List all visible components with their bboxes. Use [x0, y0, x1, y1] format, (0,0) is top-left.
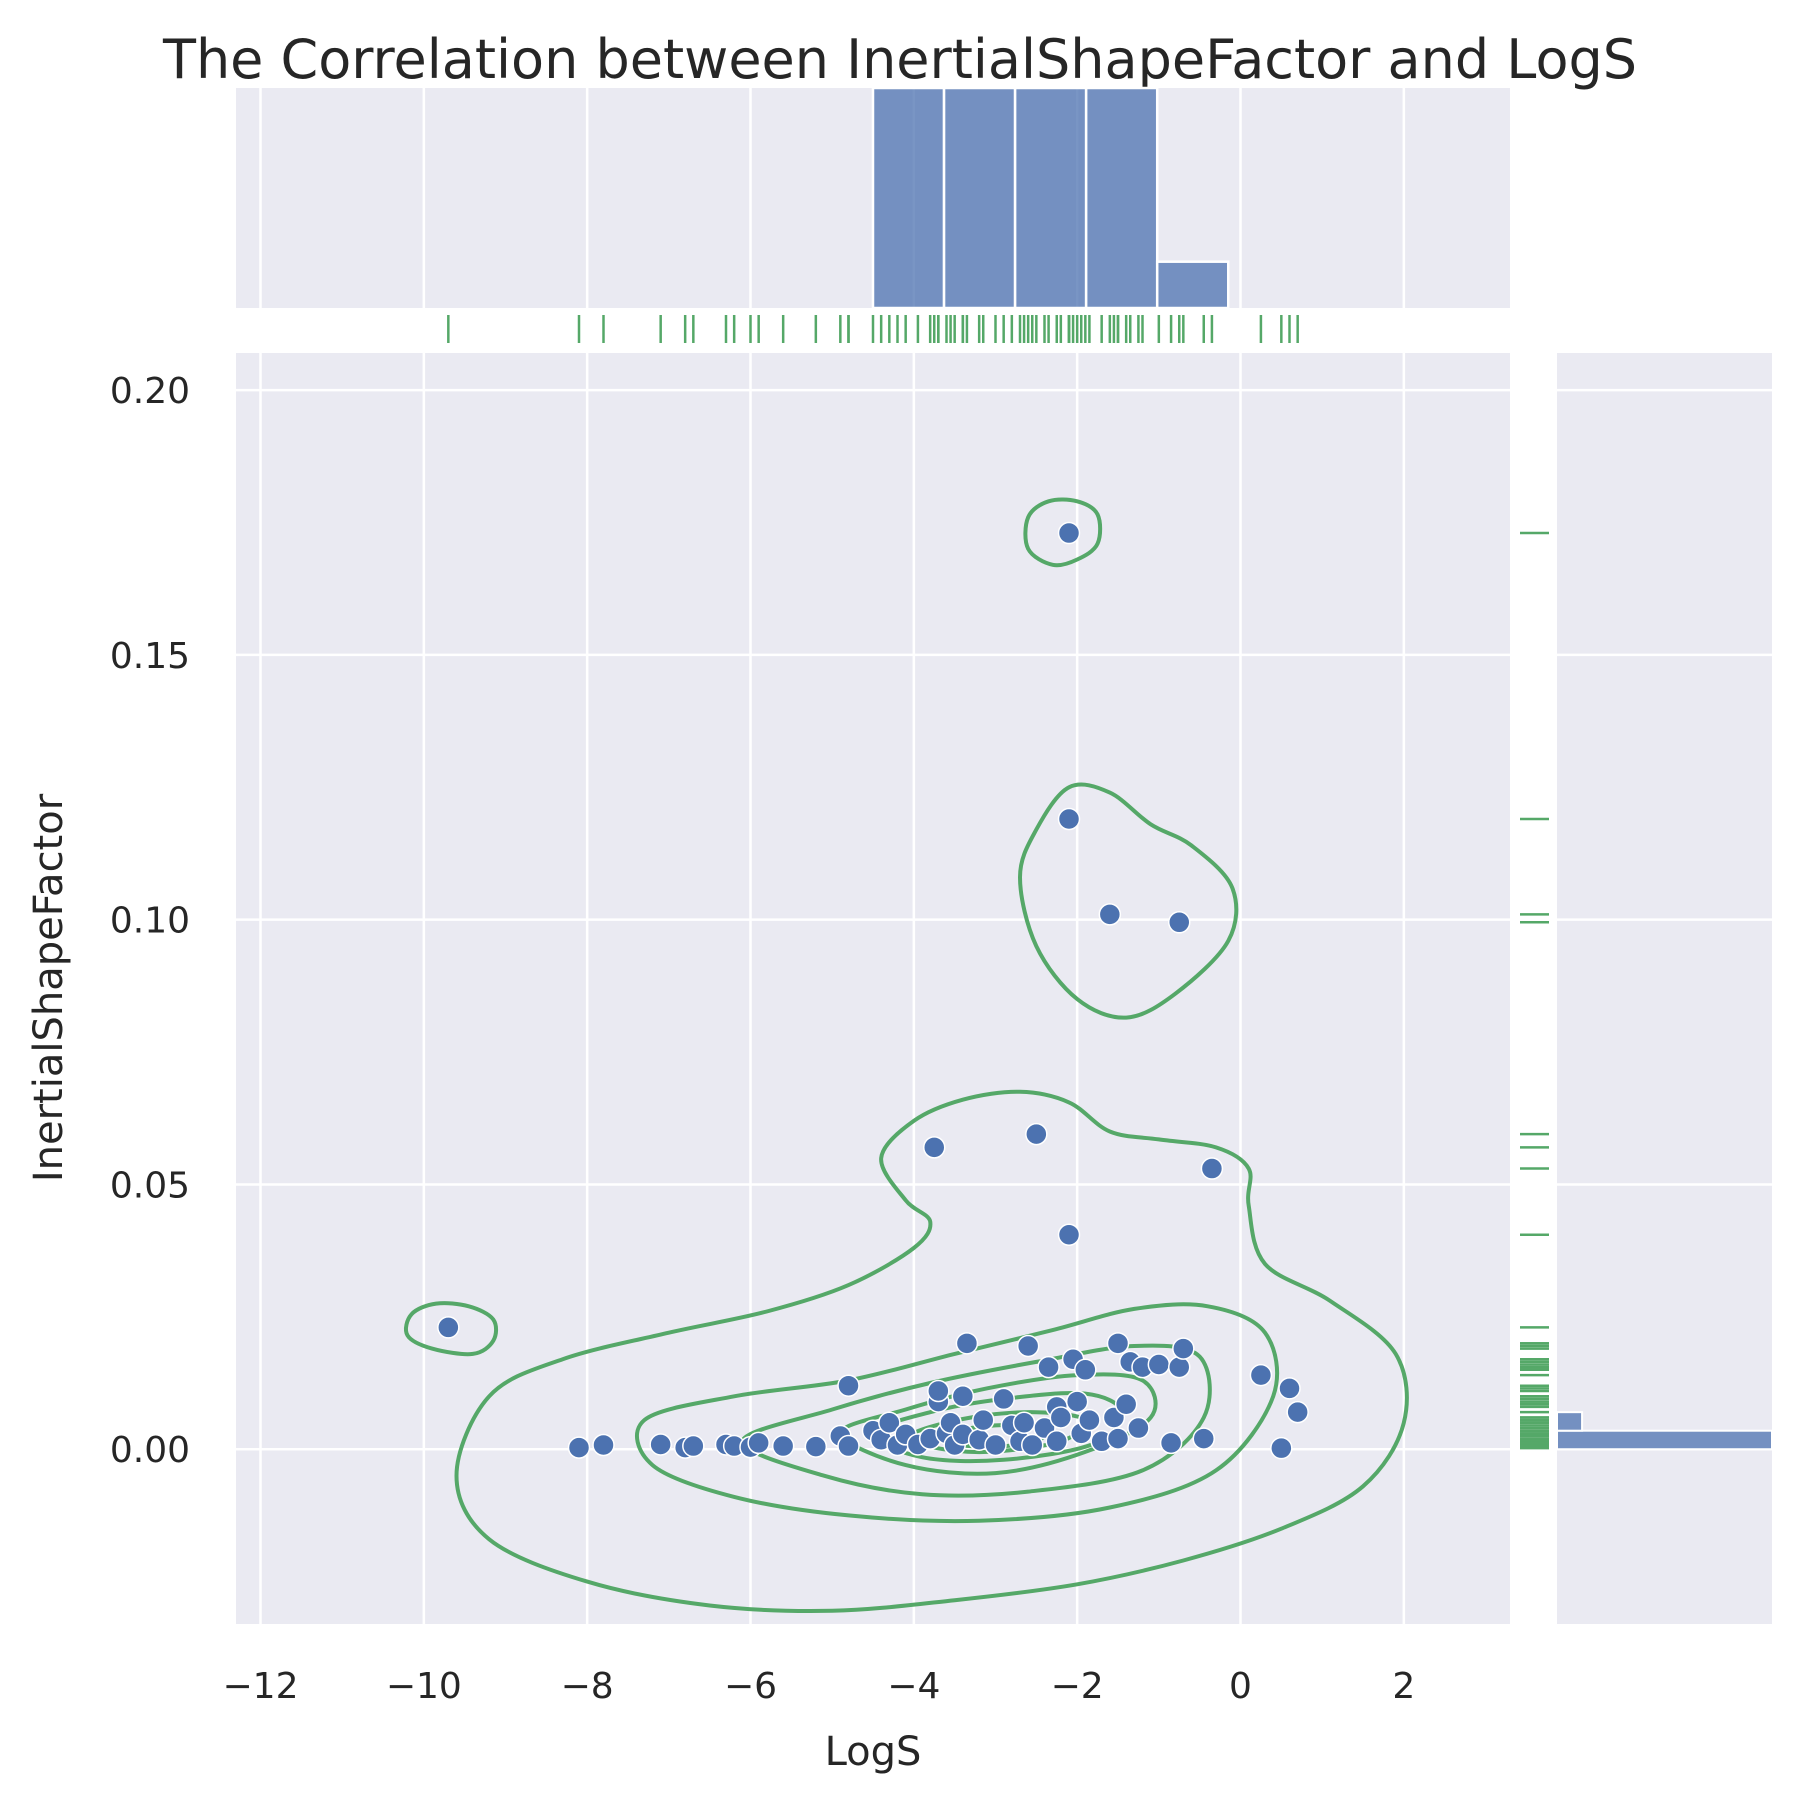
scatter-point — [1286, 1400, 1309, 1424]
right-marginal-grid — [1557, 388, 1772, 1451]
scatter-point — [992, 1387, 1015, 1411]
right-marginal-area — [1557, 353, 1772, 1624]
scatter-point — [955, 1332, 979, 1355]
scatter-point — [1168, 911, 1191, 934]
scatter-point — [1049, 1406, 1073, 1429]
kde-contour-line — [1017, 782, 1239, 1020]
scatter-point — [1127, 1416, 1150, 1440]
x-tick-label: −10 — [386, 1666, 462, 1707]
x-tick-label: −8 — [561, 1666, 614, 1707]
scatter-point — [1200, 1157, 1224, 1180]
scatter-point — [951, 1385, 975, 1408]
right-hist-bar — [1556, 1411, 1584, 1432]
right-marginal-histogram — [1556, 1411, 1773, 1451]
scatter-point — [1106, 1427, 1130, 1450]
scatter-point — [771, 1434, 795, 1458]
kde-contour-line — [1023, 497, 1103, 568]
x-tick-label: −4 — [887, 1666, 940, 1707]
x-tick-label: 0 — [1229, 1666, 1252, 1707]
y-tick-labels: 0.00 0.05 0.10 0.15 0.20 — [110, 371, 190, 1471]
x-axis-label: LogS — [825, 1729, 922, 1775]
scatter-point — [1037, 1355, 1060, 1379]
scatter-point — [649, 1433, 672, 1456]
scatter-point — [1025, 1122, 1048, 1146]
x-tick-label: 2 — [1392, 1666, 1415, 1707]
kde-contour-line — [404, 1301, 499, 1357]
scatter-point — [682, 1434, 705, 1458]
scatter-point — [837, 1434, 860, 1458]
scatter-point — [878, 1411, 901, 1435]
y-tick-label: 0.15 — [110, 636, 190, 677]
scatter-point — [1106, 1332, 1130, 1355]
top-rug — [447, 315, 1299, 343]
x-tick-label: −12 — [223, 1666, 299, 1707]
scatter-point — [1249, 1363, 1273, 1387]
scatter-point — [972, 1408, 995, 1432]
scatter-point — [1057, 521, 1081, 545]
y-axis-label: InertialShapeFactor — [26, 793, 72, 1182]
scatter-point — [1078, 1408, 1101, 1432]
y-tick-label: 0.20 — [110, 371, 190, 412]
x-tick-label: −6 — [724, 1666, 777, 1707]
scatter-point — [1021, 1433, 1044, 1457]
scatter-point — [1114, 1392, 1138, 1416]
scatter-point — [1098, 903, 1122, 926]
top-hist-bar — [1013, 86, 1088, 310]
kde-contour-line — [454, 1089, 1409, 1614]
top-marginal-histogram — [871, 86, 1230, 310]
scatter-point — [567, 1436, 591, 1459]
scatter-point — [837, 1374, 860, 1397]
x-tick-labels: −12 −10 −8 −6 −4 −2 0 2 — [223, 1666, 1416, 1707]
top-hist-bar — [1084, 86, 1159, 310]
top-hist-bar — [942, 86, 1017, 310]
scatter-point — [1016, 1334, 1040, 1358]
scatter-point — [1045, 1430, 1068, 1453]
scatter-point — [592, 1433, 615, 1457]
scatter-point — [984, 1433, 1007, 1457]
scatter-point — [1057, 1223, 1081, 1247]
kde-contour-line — [740, 1343, 1212, 1498]
scatter-point — [1159, 1431, 1183, 1455]
scatter-point — [1147, 1353, 1171, 1376]
right-hist-bar — [1556, 1429, 1773, 1451]
scatter-point — [804, 1435, 828, 1458]
top-hist-bar — [871, 86, 946, 310]
scatter-point — [1168, 1355, 1191, 1379]
right-rug — [1520, 531, 1549, 1450]
y-tick-label: 0.10 — [110, 901, 190, 942]
scatter-point — [927, 1379, 950, 1403]
scatter-point — [1057, 807, 1081, 831]
kde-contour-line — [634, 1302, 1280, 1524]
scatter-point — [1270, 1436, 1293, 1460]
scatter-point — [1278, 1377, 1301, 1400]
main-grid — [236, 353, 1510, 1624]
scatter-points — [437, 521, 1309, 1460]
scatter-point — [437, 1316, 460, 1339]
scatter-point — [1074, 1358, 1097, 1382]
scatter-point — [1192, 1427, 1215, 1450]
scatter-point — [1012, 1411, 1036, 1435]
scatter-point — [1065, 1390, 1089, 1413]
x-tick-label: −2 — [1051, 1666, 1104, 1707]
scatter-point — [1172, 1337, 1195, 1360]
y-tick-label: 0.00 — [110, 1430, 190, 1471]
scatter-point — [747, 1431, 770, 1455]
scatter-point — [923, 1136, 946, 1159]
y-tick-label: 0.05 — [110, 1165, 190, 1206]
top-hist-bar — [1155, 260, 1230, 310]
chart-title: The Correlation between InertialShapeFac… — [162, 28, 1637, 91]
